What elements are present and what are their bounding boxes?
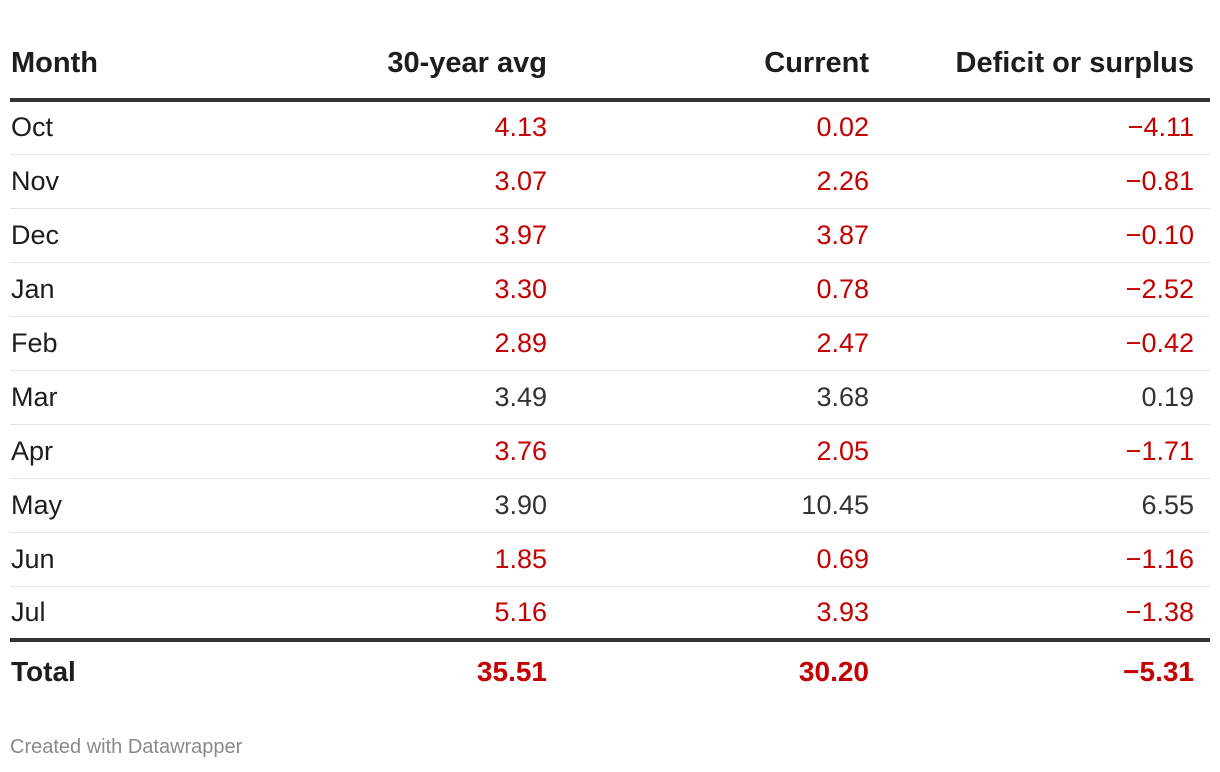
cell-30-year-avg: 3.97 (260, 208, 563, 263)
data-table-container: Month 30-year avg Current Deficit or sur… (10, 0, 1210, 698)
column-header-current[interactable]: Current (563, 0, 885, 102)
table-row: Oct 4.13 0.02 −4.11 (10, 100, 1210, 155)
cell-deficit-or-surplus: −1.16 (885, 532, 1210, 587)
cell-deficit-or-surplus: 0.19 (885, 370, 1210, 425)
cell-deficit-or-surplus: −1.38 (1125, 596, 1194, 627)
cell-month: Dec (10, 208, 260, 263)
cell-month: Nov (10, 154, 260, 209)
cell-30-year-avg: 4.13 (260, 100, 563, 155)
cell-month: Apr (10, 424, 260, 479)
cell-current: 2.05 (563, 424, 885, 479)
datawrapper-credit[interactable]: Created with Datawrapper (10, 736, 243, 758)
cell-current: 0.69 (563, 532, 885, 587)
column-header-30-year-avg[interactable]: 30-year avg (260, 0, 563, 102)
cell-current: 3.87 (563, 208, 885, 263)
table-row: Feb 2.89 2.47 −0.42 (10, 316, 1210, 371)
total-30-year-avg: 35.51 (260, 638, 563, 698)
cell-current: 0.02 (563, 100, 885, 155)
cell-30-year-avg: 3.49 (260, 370, 563, 425)
cell-month: Feb (10, 316, 260, 371)
total-label: Total (10, 638, 260, 698)
cell-30-year-avg: 1.85 (260, 532, 563, 587)
column-header-deficit-or-surplus[interactable]: Deficit or surplus (885, 0, 1210, 102)
column-header-month[interactable]: Month (10, 0, 260, 102)
cell-30-year-avg: 5.16 (494, 596, 547, 627)
cell-current: 10.45 (563, 478, 885, 533)
cell-month: Jul (11, 596, 46, 627)
cell-month: Jun (10, 532, 260, 587)
cell-30-year-avg: 3.07 (260, 154, 563, 209)
cell-current: 0.78 (563, 262, 885, 317)
total-deficit-or-surplus: −5.31 (885, 638, 1210, 698)
cell-current: 3.68 (563, 370, 885, 425)
cell-deficit-or-surplus: 6.55 (885, 478, 1210, 533)
table-header-row: Month 30-year avg Current Deficit or sur… (10, 0, 1210, 102)
table-row: May 3.90 10.45 6.55 (10, 478, 1210, 533)
total-row: Total 35.51 30.20 −5.31 (10, 638, 1210, 698)
cell-deficit-or-surplus: −2.52 (885, 262, 1210, 317)
cell-30-year-avg: 2.89 (260, 316, 563, 371)
cell-deficit-or-surplus: −0.42 (885, 316, 1210, 371)
table-row: Dec 3.97 3.87 −0.10 (10, 208, 1210, 263)
cell-month: Mar (10, 370, 260, 425)
cell-deficit-or-surplus: −4.11 (885, 100, 1210, 155)
cell-month: Oct (10, 100, 260, 155)
cell-deficit-or-surplus: −1.71 (885, 424, 1210, 479)
table-row: Jun 1.85 0.69 −1.16 (10, 532, 1210, 587)
table-row: Nov 3.07 2.26 −0.81 (10, 154, 1210, 209)
cell-deficit-or-surplus: −0.81 (885, 154, 1210, 209)
cell-30-year-avg: 3.76 (260, 424, 563, 479)
table-body: Oct 4.13 0.02 −4.11 Nov 3.07 2.26 −0.81 Dec 3.97 3… (10, 100, 1210, 640)
cell-current: 2.26 (563, 154, 885, 209)
table-row: Mar 3.49 3.68 0.19 (10, 370, 1210, 425)
cell-current: 3.93 (816, 596, 869, 627)
cell-deficit-or-surplus: −0.10 (885, 208, 1210, 263)
table-row: Jul 5.16 3.93 −1.38 (10, 586, 1210, 640)
cell-current: 2.47 (563, 316, 885, 371)
precipitation-table: Month 30-year avg Current Deficit or sur… (10, 0, 1210, 698)
cell-30-year-avg: 3.90 (260, 478, 563, 533)
cell-month: Jan (10, 262, 260, 317)
total-current: 30.20 (563, 638, 885, 698)
table-row: Apr 3.76 2.05 −1.71 (10, 424, 1210, 479)
cell-month: May (10, 478, 260, 533)
table-row: Jan 3.30 0.78 −2.52 (10, 262, 1210, 317)
cell-30-year-avg: 3.30 (260, 262, 563, 317)
